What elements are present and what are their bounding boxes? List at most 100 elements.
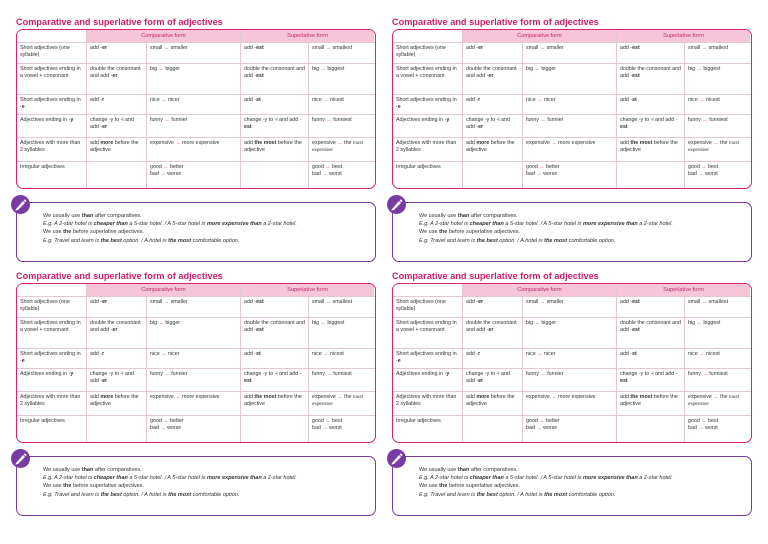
- superlative-example-cell: big → biggest: [688, 66, 721, 72]
- arrow-right-icon: →: [539, 45, 546, 51]
- superlative-example-cell: funny → funniest: [312, 117, 352, 123]
- comparative-rule-cell: add more before the adjective: [87, 138, 147, 161]
- comparative-example-cell: big → bigger: [523, 318, 617, 348]
- category-cell: Adjectives ending in -y: [17, 115, 87, 137]
- table-row: Short adjectives ending in -e add -r nic…: [393, 349, 751, 369]
- arrow-right-icon: →: [322, 424, 328, 431]
- superlative-rule-cell: [241, 416, 309, 442]
- note-box: We usually use than after comparatives. …: [11, 195, 376, 262]
- comparative-example-cell: expensive → more expensive: [523, 392, 617, 415]
- table-row: Irregular adjectives good → better bad → …: [393, 162, 751, 188]
- worksheet-panel: Comparative and superlative form of adje…: [11, 16, 376, 262]
- arrow-right-icon: →: [699, 351, 705, 357]
- note-line-2: E.g. A 2-star hotel is cheaper than a 5-…: [419, 221, 673, 228]
- comparative-rule-cell: [87, 162, 147, 188]
- comparative-example-cell: expensive → more expensive: [147, 138, 241, 161]
- note-box: We usually use than after comparatives. …: [11, 449, 376, 516]
- arrow-right-icon: →: [325, 164, 331, 170]
- superlative-example-cell: nice → nicest: [688, 351, 720, 357]
- table-row: Adjectives with more than 2 syllables ad…: [17, 138, 375, 162]
- header-blank-cell: [393, 284, 463, 296]
- category-cell: Adjectives ending in -y: [393, 115, 463, 137]
- comparative-example-cell: small → smaller: [147, 43, 241, 63]
- arrow-right-icon: →: [696, 66, 702, 72]
- comparative-rule-cell: [463, 416, 523, 442]
- table-row: Short adjectives (one syllable) add -er …: [393, 297, 751, 318]
- superlative-header: Superlative form: [617, 284, 750, 296]
- category-cell: Adjectives with more than 2 syllables: [393, 392, 463, 415]
- comparative-rule-cell: double the consonant and add -er: [87, 64, 147, 94]
- superlative-rule-cell: add the most before the adjective: [617, 392, 685, 415]
- superlative-rule-cell: add -st: [241, 95, 309, 114]
- comparative-rule-cell: add -er: [87, 297, 147, 317]
- comparative-rule-cell: double the consonant and add -er: [463, 318, 523, 348]
- comparative-rule-cell: change -y to -i and add -er: [87, 369, 147, 391]
- arrow-right-icon: →: [713, 394, 719, 400]
- category-cell: Short adjectives (one syllable): [393, 43, 463, 63]
- category-cell: Short adjectives ending in -e: [393, 349, 463, 368]
- comparative-rule-cell: add more before the adjective: [463, 138, 523, 161]
- superlative-example-cell: funny → funniest: [688, 371, 728, 377]
- table-row: Adjectives with more than 2 syllables ad…: [393, 392, 751, 416]
- comparative-rule-cell: add -r: [87, 95, 147, 114]
- arrow-right-icon: →: [702, 371, 708, 377]
- arrow-right-icon: →: [536, 424, 542, 431]
- table-row: Adjectives ending in -y change -y to -i …: [17, 369, 375, 392]
- adjectives-table: Comparative form Superlative form Short …: [16, 283, 376, 443]
- category-cell: Short adjectives ending in -e: [17, 95, 87, 114]
- category-cell: Adjectives ending in -y: [17, 369, 87, 391]
- superlative-rule-cell: [617, 416, 685, 442]
- table-row: Irregular adjectives good → better bad → …: [17, 162, 375, 188]
- table-row: Short adjectives ending in -e add -r nic…: [17, 349, 375, 369]
- note-line-3: We use the before superlative adjectives…: [43, 483, 145, 490]
- table-header-row: Comparative form Superlative form: [393, 284, 751, 297]
- superlative-rule-cell: double the consonant and add -est: [617, 318, 685, 348]
- category-cell: Adjectives with more than 2 syllables: [17, 392, 87, 415]
- superlative-example-cell: small → smallest: [688, 45, 729, 51]
- note-line-1: We usually use than after comparatives.: [43, 467, 142, 473]
- arrow-right-icon: →: [539, 418, 545, 424]
- category-cell: Irregular adjectives: [17, 416, 87, 442]
- comparative-example-cell: expensive → more expensive: [523, 138, 617, 161]
- adjectives-table: Comparative form Superlative form Short …: [16, 29, 376, 189]
- table-row: Irregular adjectives good → better bad → …: [393, 416, 751, 442]
- arrow-right-icon: →: [163, 45, 170, 51]
- superlative-example-cell: expensive → the most expensive: [688, 140, 739, 152]
- comparative-example-cell: small → smaller: [523, 43, 617, 63]
- superlative-example-cell: nice → nicest: [312, 97, 344, 103]
- header-blank-cell: [17, 284, 87, 296]
- superlative-header: Superlative form: [617, 30, 750, 42]
- comparative-example-cell: funny → funnier: [147, 369, 241, 391]
- arrow-right-icon: →: [713, 140, 719, 146]
- arrow-right-icon: →: [163, 164, 169, 170]
- comparative-example-cell: funny → funnier: [523, 369, 617, 391]
- superlative-rule-cell: change -y to -i and add -est: [617, 369, 685, 391]
- superlative-rule-cell: add -est: [241, 43, 309, 63]
- arrow-right-icon: →: [551, 140, 557, 146]
- comparative-rule-cell: add -er: [463, 43, 523, 63]
- comparative-rule-cell: double the consonant and add -er: [87, 318, 147, 348]
- table-header-row: Comparative form Superlative form: [17, 284, 375, 297]
- arrow-right-icon: →: [696, 320, 702, 326]
- comparative-example-cell: big → bigger: [147, 318, 241, 348]
- category-cell: Short adjectives ending in a vowel + con…: [17, 64, 87, 94]
- table-row: Short adjectives (one syllable) add -er …: [393, 43, 751, 64]
- arrow-right-icon: →: [158, 66, 164, 72]
- worksheet-title: Comparative and superlative form of adje…: [392, 271, 599, 281]
- comparative-rule-cell: add more before the adjective: [87, 392, 147, 415]
- comparative-rule-cell: add -er: [87, 43, 147, 63]
- category-cell: Short adjectives ending in a vowel + con…: [17, 318, 87, 348]
- worksheet-title: Comparative and superlative form of adje…: [16, 271, 223, 281]
- arrow-right-icon: →: [322, 170, 328, 177]
- superlative-rule-cell: add -est: [617, 43, 685, 63]
- arrow-right-icon: →: [699, 97, 705, 103]
- note-line-2: E.g. A 2-star hotel is cheaper than a 5-…: [419, 475, 673, 482]
- note-line-1: We usually use than after comparatives.: [419, 467, 518, 473]
- pen-icon: [387, 195, 406, 214]
- arrow-right-icon: →: [701, 299, 708, 305]
- superlative-rule-cell: add the most before the adjective: [241, 392, 309, 415]
- arrow-right-icon: →: [325, 299, 332, 305]
- note-line-3: We use the before superlative adjectives…: [419, 229, 521, 236]
- superlative-example-cell: funny → funniest: [688, 117, 728, 123]
- comparative-example-cell: good → better bad → worse: [147, 162, 241, 188]
